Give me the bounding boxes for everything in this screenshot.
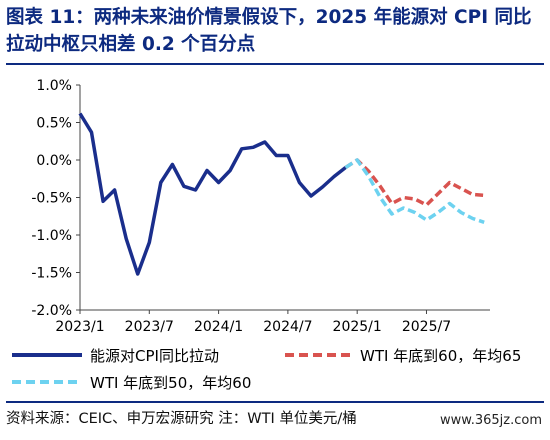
data-point-series-3: [460, 211, 463, 214]
line-chart: 1.0%0.5%0.0%-0.5%-1.0%-1.5%-2.0% 2023/1 2…: [12, 78, 521, 392]
data-point-series-1: [113, 189, 116, 192]
data-point-series-1: [229, 169, 232, 172]
data-point-series-2: [390, 202, 393, 205]
data-point-series-3: [402, 207, 405, 210]
x-tick-label: 2025/7: [402, 319, 451, 335]
data-point-series-2: [402, 196, 405, 199]
y-tick-label: 0.5%: [36, 116, 72, 132]
data-point-series-3: [390, 213, 393, 216]
data-point-series-1: [240, 147, 243, 150]
data-point-series-3: [356, 159, 359, 162]
data-point-series-2: [448, 181, 451, 184]
source-note: 资料来源：CEIC、申万宏源研究 注：WTI 单位美元/桶: [6, 411, 357, 427]
data-point-series-1: [206, 169, 209, 172]
data-point-series-1: [102, 200, 105, 203]
watermark-text: www.365jz.com: [440, 413, 542, 428]
data-point-series-1: [171, 163, 174, 166]
y-tick-label: -2.0%: [31, 303, 72, 319]
data-point-series-1: [79, 112, 82, 115]
data-point-series-2: [379, 185, 382, 188]
data-point-series-3: [471, 217, 474, 220]
y-tick-label: 0.0%: [36, 153, 72, 169]
y-tick-label: -1.5%: [31, 266, 72, 282]
series-line-1: [78, 112, 347, 276]
data-point-series-1: [159, 181, 162, 184]
series-line-2: [344, 158, 485, 207]
legend-label-1: 能源对CPI同比拉动: [90, 347, 219, 365]
data-point-series-2: [460, 187, 463, 190]
data-point-series-1: [125, 237, 128, 240]
data-point-series-3: [379, 196, 382, 199]
x-axis: 2023/1 2023/7 2024/1 2024/7 2025/1 2025/7: [55, 309, 490, 335]
data-point-series-1: [263, 141, 266, 144]
data-point-series-1: [217, 181, 220, 184]
data-point-series-1: [136, 273, 139, 276]
data-point-series-1: [194, 189, 197, 192]
y-tick-label: 1.0%: [36, 78, 72, 94]
data-point-series-3: [437, 211, 440, 214]
x-tick-label: 2023/1: [55, 319, 104, 335]
data-point-series-1: [275, 154, 278, 157]
data-point-series-2: [483, 194, 486, 197]
legend-label-2: WTI 年底到60，年均65: [360, 347, 521, 365]
footer-divider: [6, 401, 544, 403]
title-divider: [6, 63, 544, 65]
data-point-series-1: [90, 131, 93, 134]
data-point-series-1: [298, 181, 301, 184]
data-point-series-2: [437, 192, 440, 195]
data-point-series-2: [471, 193, 474, 196]
legend-label-3: WTI 年底到50，年均60: [90, 374, 251, 392]
y-axis: 1.0% 0.5% 0.0% -0.5% -1.0% -1.5% -2.0%: [31, 78, 81, 319]
data-point-series-1: [148, 241, 151, 244]
data-point-series-3: [425, 219, 428, 222]
data-point-series-3: [483, 221, 486, 224]
y-tick-label: -0.5%: [31, 191, 72, 207]
x-tick-label: 2024/1: [194, 319, 243, 335]
x-tick-label: 2024/7: [263, 319, 312, 335]
series-line-3: [344, 158, 485, 224]
data-point-series-3: [448, 202, 451, 205]
data-point-series-1: [252, 146, 255, 149]
legend: 能源对CPI同比拉动 WTI 年底到60，年均65 WTI 年底到50，年均60: [12, 347, 521, 392]
data-point-series-2: [413, 198, 416, 201]
data-point-series-3: [367, 175, 370, 178]
data-point-series-1: [333, 175, 336, 178]
data-point-series-3: [413, 211, 416, 214]
data-point-series-1: [321, 186, 324, 189]
data-point-series-1: [182, 185, 185, 188]
data-point-series-1: [286, 154, 289, 157]
x-tick-label: 2025/1: [333, 319, 382, 335]
data-point-series-1: [309, 195, 312, 198]
y-tick-label: -1.0%: [31, 228, 72, 244]
data-point-series-3: [344, 166, 347, 169]
data-point-series-2: [425, 204, 428, 207]
chart-title: 图表 11：两种未来油价情景假设下，2025 年能源对 CPI 同比拉动中枢只相…: [6, 7, 532, 55]
x-tick-label: 2023/7: [125, 319, 174, 335]
plot-area: [78, 112, 486, 276]
